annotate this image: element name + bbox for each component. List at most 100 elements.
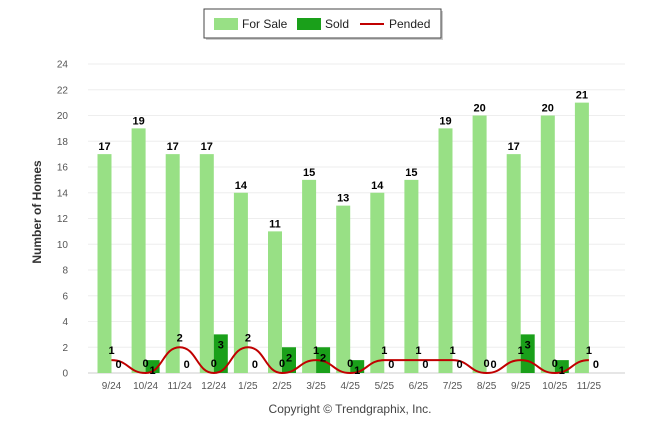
copyright-text: Copyright © Trendgraphix, Inc. (269, 402, 432, 416)
data-label-for-sale: 17 (167, 141, 179, 153)
data-label-pended: 1 (586, 345, 592, 357)
data-label-for-sale: 15 (405, 167, 417, 179)
bar-for-sale (199, 154, 214, 373)
bar-for-sale (336, 205, 351, 373)
y-tick-label: 16 (57, 163, 69, 174)
data-label-pended: 2 (245, 332, 251, 344)
bar-for-sale (438, 128, 453, 373)
legend-swatch-sold (297, 18, 321, 30)
y-tick-label: 22 (57, 85, 69, 96)
data-label-sold: 1 (354, 365, 360, 377)
x-tick-label: 9/25 (511, 381, 531, 392)
data-label-for-sale: 13 (337, 193, 349, 205)
pended-series-line (111, 346, 589, 375)
data-label-sold: 0 (422, 359, 428, 371)
data-label-pended: 1 (415, 345, 421, 357)
data-label-for-sale: 20 (473, 103, 485, 115)
x-tick-label: 10/24 (133, 381, 158, 392)
data-label-sold: 0 (184, 359, 190, 371)
data-label-sold: 3 (218, 339, 224, 351)
x-tick-label: 10/25 (542, 381, 567, 392)
x-tick-label: 2/25 (272, 381, 292, 392)
x-tick-label: 6/25 (409, 381, 429, 392)
legend-label-for-sale: For Sale (242, 17, 288, 31)
y-tick-label: 4 (62, 317, 68, 328)
x-tick-label: 3/25 (306, 381, 326, 392)
bar-for-sale (165, 154, 180, 373)
data-label-for-sale: 14 (235, 180, 248, 192)
x-tick-label: 1/25 (238, 381, 258, 392)
bar-for-sale (540, 115, 555, 373)
legend-label-sold: Sold (325, 17, 349, 31)
x-axis-ticks: 9/24 10/24 11/24 12/24 1/25 2/25 3/25 4/25 5/25 6… (102, 381, 602, 392)
x-tick-label: 11/24 (168, 381, 193, 392)
bar-for-sale (506, 154, 521, 373)
data-label-for-sale: 19 (132, 115, 144, 127)
y-tick-label: 20 (57, 111, 69, 122)
pended-line (111, 346, 589, 375)
x-tick-label: 7/25 (443, 381, 463, 392)
data-label-for-sale: 14 (371, 180, 384, 192)
bar-for-sale (233, 192, 248, 373)
bar-for-sale (97, 154, 112, 373)
chart-legend: For Sale Sold Pended (203, 8, 443, 40)
y-tick-label: 8 (62, 266, 68, 277)
y-tick-label: 24 (57, 60, 69, 71)
data-label-sold: 2 (320, 352, 326, 364)
data-label-for-sale: 17 (508, 141, 520, 153)
data-label-sold: 0 (388, 359, 394, 371)
bar-sold (213, 334, 228, 373)
data-label-pended: 0 (279, 358, 285, 370)
data-label-for-sale: 17 (98, 141, 110, 153)
y-tick-label: 12 (57, 214, 69, 225)
y-tick-label: 0 (62, 369, 68, 380)
x-tick-label: 11/25 (577, 381, 602, 392)
data-label-sold: 1 (150, 365, 156, 377)
legend-swatch-for-sale (214, 18, 238, 30)
data-label-sold: 0 (252, 359, 258, 371)
x-tick-label: 9/24 (102, 381, 122, 392)
data-label-sold: 0 (115, 359, 121, 371)
x-tick-label: 5/25 (375, 381, 395, 392)
data-label-pended: 2 (177, 332, 183, 344)
x-tick-label: 4/25 (340, 381, 360, 392)
data-label-pended: 1 (108, 345, 114, 357)
data-label-sold: 1 (559, 365, 565, 377)
bar-for-sale (472, 115, 487, 373)
bar-sold (282, 347, 296, 373)
data-label-for-sale: 11 (269, 218, 281, 230)
bar-for-sale (302, 179, 317, 373)
data-label-pended: 0 (211, 358, 217, 370)
data-label-pended: 0 (347, 358, 353, 370)
y-tick-label: 2 (62, 343, 68, 354)
bar-for-sale (131, 128, 146, 373)
bar-for-sale (370, 192, 385, 373)
bar-for-sale (574, 102, 589, 373)
y-axis-label: Number of Homes (30, 160, 44, 264)
data-label-for-sale: 15 (303, 167, 315, 179)
data-label-pended: 0 (484, 358, 490, 370)
data-label-sold: 0 (593, 359, 599, 371)
data-label-sold: 3 (525, 339, 531, 351)
data-label-for-sale: 20 (542, 103, 554, 115)
y-tick-label: 14 (57, 188, 69, 199)
y-tick-label: 6 (62, 291, 68, 302)
y-tick-label: 18 (57, 137, 69, 148)
data-label-pended: 1 (449, 345, 455, 357)
y-tick-label: 10 (57, 240, 69, 251)
bars (97, 102, 589, 373)
data-label-pended: 0 (143, 358, 149, 370)
data-label-for-sale: 17 (201, 141, 213, 153)
legend-label-pended: Pended (389, 17, 430, 31)
data-label-pended: 1 (381, 345, 387, 357)
data-label-sold: 2 (286, 352, 292, 364)
data-label-pended: 1 (518, 345, 524, 357)
x-tick-label: 8/25 (477, 381, 497, 392)
data-label-sold: 0 (491, 359, 497, 371)
data-label-sold: 0 (456, 359, 462, 371)
bar-for-sale (268, 231, 282, 373)
data-label-for-sale: 19 (439, 115, 451, 127)
